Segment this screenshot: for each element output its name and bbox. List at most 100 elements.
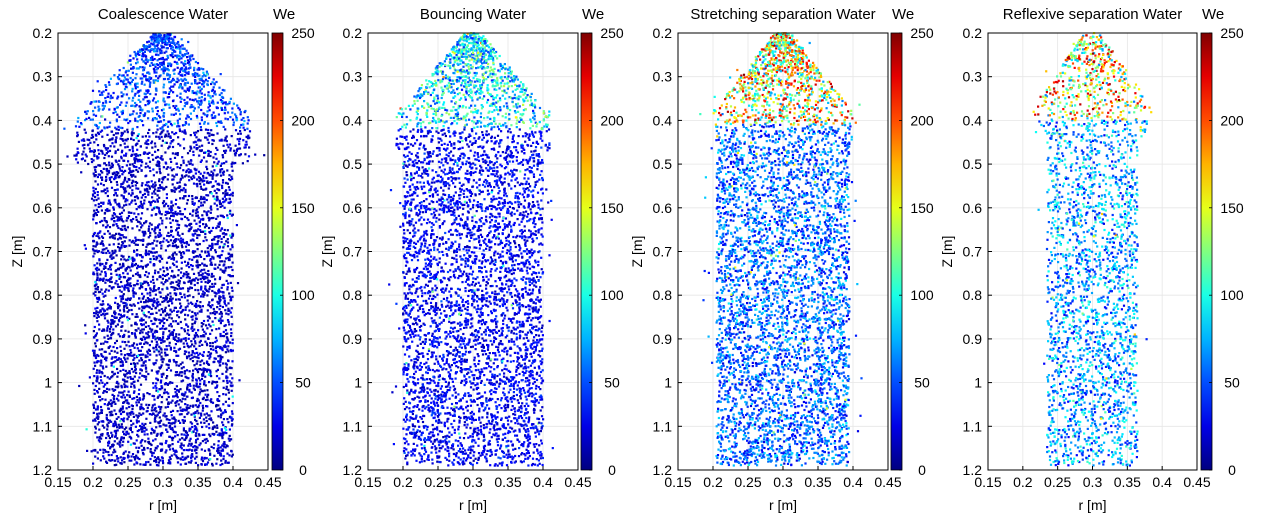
data-point bbox=[131, 455, 133, 457]
data-point bbox=[95, 310, 97, 312]
data-point bbox=[193, 110, 195, 112]
data-point bbox=[138, 458, 140, 460]
data-point bbox=[193, 69, 195, 71]
data-point bbox=[120, 186, 122, 188]
data-point bbox=[167, 392, 169, 394]
data-point bbox=[106, 221, 108, 223]
data-point bbox=[135, 426, 137, 428]
data-point bbox=[180, 240, 182, 242]
data-point bbox=[106, 327, 108, 329]
data-point bbox=[211, 143, 213, 145]
data-point bbox=[155, 346, 157, 348]
data-point bbox=[170, 123, 172, 125]
data-point bbox=[191, 357, 193, 359]
data-point bbox=[99, 94, 101, 96]
data-point bbox=[203, 362, 205, 364]
data-point bbox=[148, 129, 150, 131]
data-point bbox=[200, 256, 202, 258]
data-point bbox=[254, 154, 256, 156]
data-point bbox=[123, 461, 125, 463]
data-point bbox=[207, 132, 209, 134]
data-point bbox=[175, 220, 177, 222]
data-point bbox=[200, 286, 202, 288]
data-point bbox=[141, 109, 143, 111]
data-point bbox=[170, 142, 172, 144]
data-point bbox=[63, 128, 65, 130]
data-point bbox=[129, 304, 131, 306]
data-point bbox=[202, 75, 204, 77]
data-point bbox=[109, 138, 111, 140]
data-point bbox=[128, 391, 130, 393]
data-point bbox=[103, 390, 105, 392]
data-point bbox=[147, 438, 149, 440]
data-point bbox=[94, 196, 96, 198]
data-point bbox=[168, 96, 170, 98]
data-point bbox=[109, 353, 111, 355]
data-point bbox=[202, 398, 204, 400]
data-point bbox=[216, 306, 218, 308]
data-point bbox=[145, 321, 147, 323]
data-point bbox=[83, 144, 85, 146]
data-point bbox=[211, 286, 213, 288]
data-point bbox=[263, 154, 265, 156]
data-point bbox=[194, 342, 196, 344]
data-point bbox=[166, 338, 168, 340]
data-point bbox=[115, 435, 117, 437]
data-point bbox=[212, 100, 214, 102]
data-point bbox=[111, 218, 113, 220]
data-point bbox=[222, 233, 224, 235]
data-point bbox=[171, 400, 173, 402]
data-point bbox=[172, 41, 174, 43]
data-point bbox=[196, 83, 198, 85]
data-point bbox=[119, 289, 121, 291]
data-point bbox=[204, 463, 206, 465]
data-point bbox=[203, 258, 205, 260]
data-point bbox=[140, 265, 142, 267]
data-point bbox=[228, 174, 230, 176]
data-point bbox=[214, 317, 216, 319]
data-point bbox=[198, 434, 200, 436]
data-point bbox=[223, 446, 225, 448]
data-point bbox=[134, 458, 136, 460]
data-point bbox=[118, 129, 120, 131]
data-point bbox=[101, 136, 103, 138]
data-point bbox=[84, 160, 86, 162]
data-point bbox=[227, 308, 229, 310]
data-point bbox=[205, 417, 207, 419]
data-point bbox=[102, 293, 104, 295]
data-point bbox=[114, 312, 116, 314]
data-point bbox=[222, 424, 224, 426]
data-point bbox=[145, 246, 147, 248]
data-point bbox=[163, 61, 165, 63]
data-point bbox=[139, 463, 141, 465]
data-point bbox=[229, 116, 231, 118]
data-point bbox=[114, 350, 116, 352]
data-point bbox=[240, 124, 242, 126]
data-point bbox=[222, 97, 224, 99]
data-point bbox=[151, 308, 153, 310]
data-point bbox=[134, 157, 136, 159]
data-point bbox=[208, 423, 210, 425]
data-point bbox=[131, 189, 133, 191]
data-point bbox=[132, 88, 134, 90]
data-point bbox=[180, 443, 182, 445]
data-point bbox=[176, 288, 178, 290]
data-point bbox=[225, 137, 227, 139]
data-point bbox=[155, 461, 157, 463]
data-point bbox=[179, 128, 181, 130]
data-point bbox=[137, 302, 139, 304]
data-point bbox=[197, 62, 199, 64]
data-point bbox=[215, 328, 217, 330]
data-point bbox=[221, 250, 223, 252]
data-point bbox=[153, 323, 155, 325]
data-point bbox=[124, 130, 126, 132]
data-point bbox=[193, 345, 195, 347]
data-point bbox=[180, 321, 182, 323]
data-point bbox=[239, 126, 241, 128]
data-point bbox=[137, 380, 139, 382]
data-point bbox=[168, 444, 170, 446]
data-point bbox=[142, 364, 144, 366]
data-point bbox=[137, 83, 139, 85]
data-point bbox=[113, 220, 115, 222]
data-point bbox=[202, 204, 204, 206]
